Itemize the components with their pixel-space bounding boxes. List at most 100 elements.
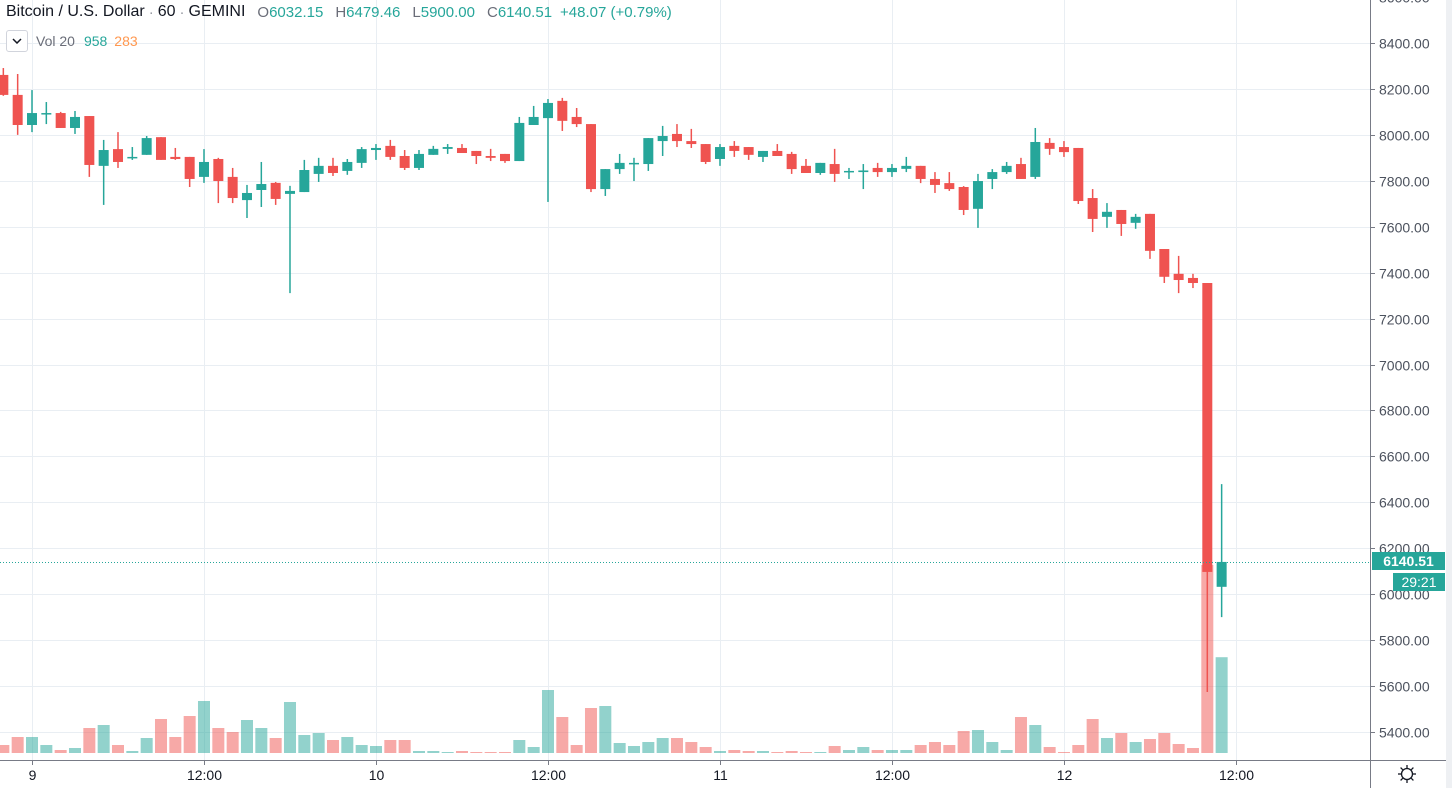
scrollbar[interactable] [1446, 0, 1452, 788]
candle-body [1216, 561, 1227, 587]
volume-bar [900, 750, 913, 753]
candle-body [1015, 164, 1026, 179]
volume-bar [298, 735, 311, 753]
candle-body [471, 150, 482, 156]
volume-bar [1000, 750, 1013, 753]
interval: 60 [157, 3, 176, 20]
volume-bar [599, 706, 612, 753]
volume-bar [656, 738, 669, 753]
time-axis[interactable]: 9 12:00 10 12:00 11 12:00 12 12:00 [29, 760, 1255, 783]
candle-body [944, 183, 955, 190]
volume-bar [871, 750, 884, 753]
candle-body [643, 138, 654, 165]
candle-body [256, 184, 267, 190]
collapse-button[interactable] [6, 30, 28, 52]
volume-bar [226, 732, 239, 753]
volume-bar [384, 740, 397, 753]
candle-body [1130, 216, 1141, 223]
volume-value: 958 [83, 33, 108, 49]
candle-body [700, 144, 711, 162]
volume-bar [742, 751, 755, 753]
high-label: H [335, 3, 347, 21]
candle-body [557, 100, 568, 121]
x-tick-label: 12:00 [187, 767, 222, 783]
volume-bar [212, 728, 225, 753]
high-value: 6479.46 [346, 3, 401, 21]
candle-body [284, 190, 295, 194]
y-tick-label: 8600.00 [1379, 0, 1430, 6]
x-tick-label: 12 [1057, 767, 1073, 783]
settings-gear-icon[interactable] [1396, 763, 1418, 785]
y-tick-label: 6800.00 [1379, 403, 1430, 419]
last-price-tag: 6140.51 [1372, 552, 1445, 570]
symbol-legend: Bitcoin / U.S. Dollar · 60 · GEMINI O 603… [6, 3, 672, 21]
candle-body [514, 122, 525, 162]
volume-bar [685, 742, 698, 753]
volume-bar [1100, 738, 1113, 753]
volume-bar [756, 751, 769, 753]
volume-bar [728, 750, 741, 753]
y-tick-label: 7000.00 [1379, 358, 1430, 374]
y-tick-label: 7800.00 [1379, 174, 1430, 190]
candle-body [800, 165, 811, 173]
volume-bar [642, 742, 655, 753]
candle-body [628, 162, 639, 165]
volume-bar [197, 701, 210, 753]
volume-bar [627, 746, 640, 753]
x-tick-label: 10 [369, 767, 385, 783]
candle-body [815, 162, 826, 173]
volume-bar [613, 743, 626, 753]
volume-bar [1143, 739, 1156, 753]
volume-bar [83, 728, 96, 753]
volume-bar [556, 717, 569, 753]
candle-body [399, 155, 410, 168]
candle-body [12, 94, 23, 125]
y-tick-label: 8400.00 [1379, 36, 1430, 52]
candle-body [485, 155, 496, 158]
candle-body [743, 147, 754, 155]
candle-body [1116, 209, 1127, 224]
chevron-down-icon [12, 38, 22, 44]
volume-bar [283, 702, 296, 753]
volume-bar [1172, 744, 1185, 753]
volume-bar [498, 752, 511, 753]
volume-bar [957, 731, 970, 753]
candle-body [858, 170, 869, 173]
low-label: L [412, 3, 421, 21]
candle-body [69, 116, 80, 128]
symbol-name[interactable]: Bitcoin / U.S. Dollar [6, 3, 145, 20]
volume-bar [169, 737, 182, 753]
close-value: 6140.51 [497, 3, 553, 21]
candle-body [499, 153, 510, 162]
candle-body [184, 156, 195, 179]
candle-body [55, 113, 66, 128]
candle-body [299, 170, 310, 193]
candle-body [542, 102, 553, 119]
volume-ma-value: 283 [114, 33, 138, 49]
volume-bar [1057, 752, 1070, 753]
volume-bar [513, 740, 526, 753]
candle-body [600, 169, 611, 190]
candle-body [428, 148, 439, 155]
volume-bar [369, 746, 382, 753]
candle-body [442, 147, 453, 149]
y-tick-label: 5400.00 [1379, 725, 1430, 741]
y-tick-label: 8200.00 [1379, 82, 1430, 98]
price-axis[interactable]: 8600.00 8400.00 8200.00 8000.00 7800.00 7600.… [1370, 0, 1430, 741]
volume-bar [26, 737, 38, 753]
candle-body [241, 192, 252, 201]
candle-body [872, 167, 883, 173]
volume-bar [527, 747, 540, 753]
candle-body [686, 141, 697, 145]
candle-body [772, 150, 783, 156]
volume-legend: Vol 20 958 283 [6, 30, 138, 52]
volume-bar [126, 751, 139, 753]
volume-bar [0, 745, 10, 753]
volume-bar [1043, 747, 1056, 753]
candle-body [141, 138, 152, 155]
volume-bar [842, 750, 855, 753]
x-tick-label: 12:00 [875, 767, 910, 783]
candle-body [41, 113, 52, 115]
volume-bar [928, 742, 941, 753]
